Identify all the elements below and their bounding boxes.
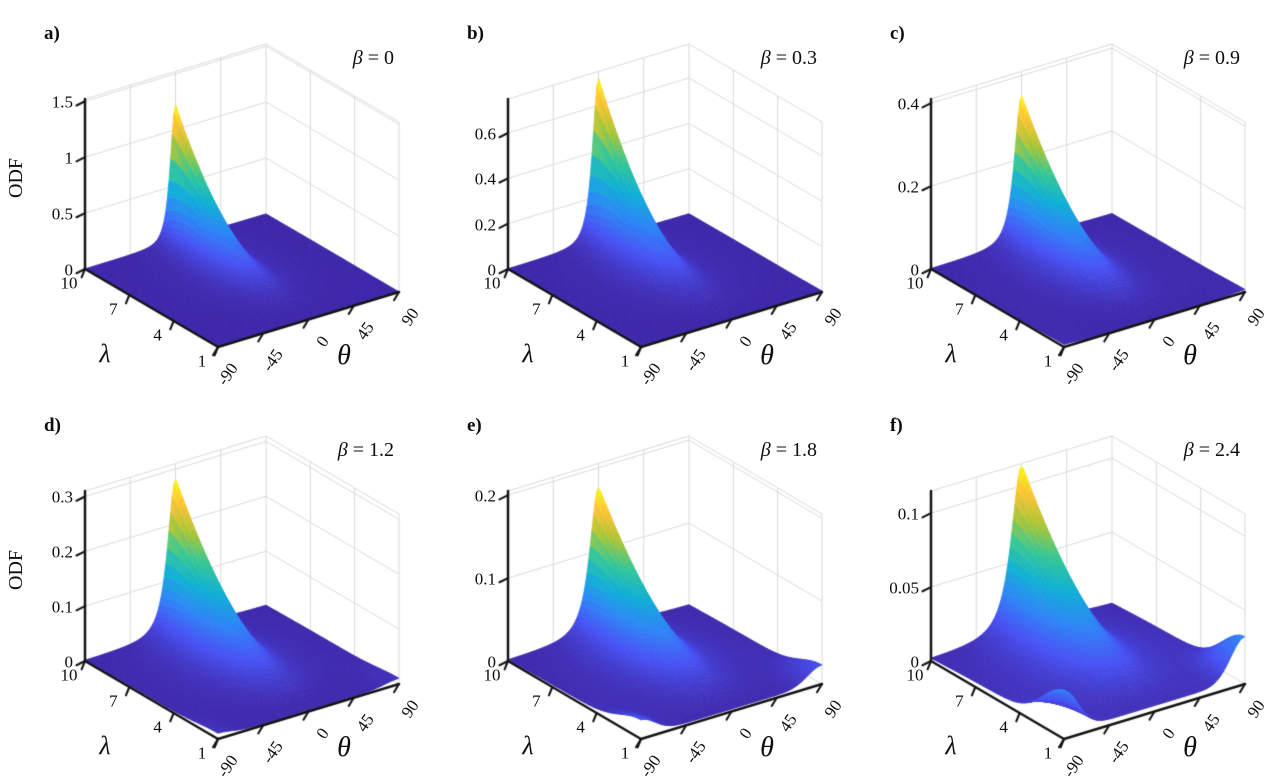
theta-axis-label: θ xyxy=(337,732,351,763)
lambda-axis-label: λ xyxy=(99,731,111,760)
lambda-tick-label: 10 xyxy=(483,665,501,685)
z-tick-label: 0 xyxy=(910,260,920,280)
panel-letter: a) xyxy=(44,23,60,44)
z-tick-label: 0 xyxy=(910,652,920,672)
panel-a: a) β = 0 ODF θ λ 0 0.5 1 1.5 10 7 4 1 -90 -45 0 45 90 xyxy=(0,0,423,391)
z-tick-label: 0.2 xyxy=(474,486,496,506)
lambda-tick-label: 1 xyxy=(620,351,630,371)
z-tick-label: 0 xyxy=(487,260,497,280)
panel-e: e) β = 1.8 θ λ 0 0.1 0.2 10 7 4 1 -90 -45 0 45 90 xyxy=(423,392,846,783)
lambda-tick-label: 4 xyxy=(153,325,162,345)
lambda-axis-label: λ xyxy=(945,339,957,368)
beta-value-text: = 0 xyxy=(362,47,394,69)
panel-letter: d) xyxy=(44,415,61,436)
panel-letter: f) xyxy=(890,415,903,436)
lambda-axis-label: λ xyxy=(99,339,111,368)
lambda-tick-label: 7 xyxy=(955,299,964,319)
lambda-tick-label: 1 xyxy=(620,743,630,763)
surface-plot-canvas-e xyxy=(423,392,846,783)
lambda-tick-label: 4 xyxy=(999,325,1008,345)
beta-value-text: = 0.9 xyxy=(1193,47,1240,69)
lambda-tick-label: 10 xyxy=(483,273,501,293)
beta-symbol: β xyxy=(1183,439,1194,461)
lambda-tick-label: 10 xyxy=(906,665,924,685)
z-tick-label: 1 xyxy=(64,148,74,168)
lambda-tick-label: 7 xyxy=(109,691,118,711)
lambda-tick-label: 4 xyxy=(576,325,585,345)
beta-symbol: β xyxy=(760,47,771,69)
beta-annotation: β = 2.4 xyxy=(1184,440,1240,460)
beta-annotation: β = 1.8 xyxy=(761,440,817,460)
beta-annotation: β = 0.3 xyxy=(761,48,817,68)
panel-letter: c) xyxy=(890,23,905,44)
theta-axis-label: θ xyxy=(760,732,774,763)
beta-symbol: β xyxy=(337,439,348,461)
z-tick-label: 0.1 xyxy=(897,504,919,524)
surface-plot-canvas-a xyxy=(0,0,423,391)
lambda-tick-label: 4 xyxy=(576,717,585,737)
beta-symbol: β xyxy=(760,439,771,461)
beta-symbol: β xyxy=(1183,47,1194,69)
z-axis-label: ODF xyxy=(5,157,27,199)
beta-value-text: = 0.3 xyxy=(770,47,817,69)
z-tick-label: 0 xyxy=(64,260,74,280)
z-tick-label: 0.05 xyxy=(889,578,919,598)
lambda-tick-label: 7 xyxy=(109,299,118,319)
z-tick-label: 0.4 xyxy=(897,94,919,114)
z-tick-label: 0.6 xyxy=(474,124,496,144)
lambda-tick-label: 10 xyxy=(906,273,924,293)
theta-axis-label: θ xyxy=(1183,732,1197,763)
lambda-tick-label: 1 xyxy=(1043,743,1053,763)
lambda-axis-label: λ xyxy=(522,339,534,368)
panel-letter: b) xyxy=(467,23,484,44)
z-axis-label: ODF xyxy=(5,549,27,591)
lambda-tick-label: 10 xyxy=(60,273,78,293)
z-tick-label: 0.4 xyxy=(474,169,496,189)
z-tick-label: 1.5 xyxy=(51,92,73,112)
surface-plot-canvas-b xyxy=(423,0,846,391)
z-tick-label: 0.2 xyxy=(897,177,919,197)
beta-symbol: β xyxy=(352,47,363,69)
lambda-tick-label: 1 xyxy=(197,743,207,763)
surface-plot-canvas-c xyxy=(846,0,1269,391)
lambda-tick-label: 1 xyxy=(197,351,207,371)
beta-value-text: = 2.4 xyxy=(1193,439,1240,461)
panel-letter: e) xyxy=(467,415,482,436)
lambda-axis-label: λ xyxy=(945,731,957,760)
theta-axis-label: θ xyxy=(760,340,774,371)
theta-axis-label: θ xyxy=(337,340,351,371)
beta-annotation: β = 0 xyxy=(353,48,394,68)
beta-value-text: = 1.2 xyxy=(347,439,394,461)
lambda-tick-label: 7 xyxy=(532,299,541,319)
z-tick-label: 0.2 xyxy=(51,542,73,562)
panel-d: d) β = 1.2 ODF θ λ 0 0.1 0.2 0.3 10 7 4 1 -90 -45 0 45 90 xyxy=(0,392,423,783)
lambda-tick-label: 7 xyxy=(532,691,541,711)
panel-c: c) β = 0.9 θ λ 0 0.2 0.4 10 7 4 1 -90 -45 0 45 90 xyxy=(846,0,1269,391)
lambda-tick-label: 4 xyxy=(999,717,1008,737)
lambda-tick-label: 7 xyxy=(955,691,964,711)
surface-plot-canvas-f xyxy=(846,392,1269,783)
z-tick-label: 0.5 xyxy=(51,204,73,224)
lambda-tick-label: 1 xyxy=(1043,351,1053,371)
beta-annotation: β = 1.2 xyxy=(338,440,394,460)
beta-annotation: β = 0.9 xyxy=(1184,48,1240,68)
z-tick-label: 0 xyxy=(64,652,74,672)
surface-plot-canvas-d xyxy=(0,392,423,783)
z-tick-label: 0.1 xyxy=(474,569,496,589)
z-tick-label: 0.2 xyxy=(474,215,496,235)
lambda-tick-label: 4 xyxy=(153,717,162,737)
lambda-axis-label: λ xyxy=(522,731,534,760)
panel-b: b) β = 0.3 θ λ 0 0.2 0.4 0.6 10 7 4 1 -90 -45 0 45 90 xyxy=(423,0,846,391)
z-tick-label: 0.1 xyxy=(51,597,73,617)
z-tick-label: 0 xyxy=(487,652,497,672)
beta-value-text: = 1.8 xyxy=(770,439,817,461)
theta-axis-label: θ xyxy=(1183,340,1197,371)
lambda-tick-label: 10 xyxy=(60,665,78,685)
panel-f: f) β = 2.4 θ λ 0 0.05 0.1 10 7 4 1 -90 -45 0 45 90 xyxy=(846,392,1269,783)
z-tick-label: 0.3 xyxy=(51,487,73,507)
